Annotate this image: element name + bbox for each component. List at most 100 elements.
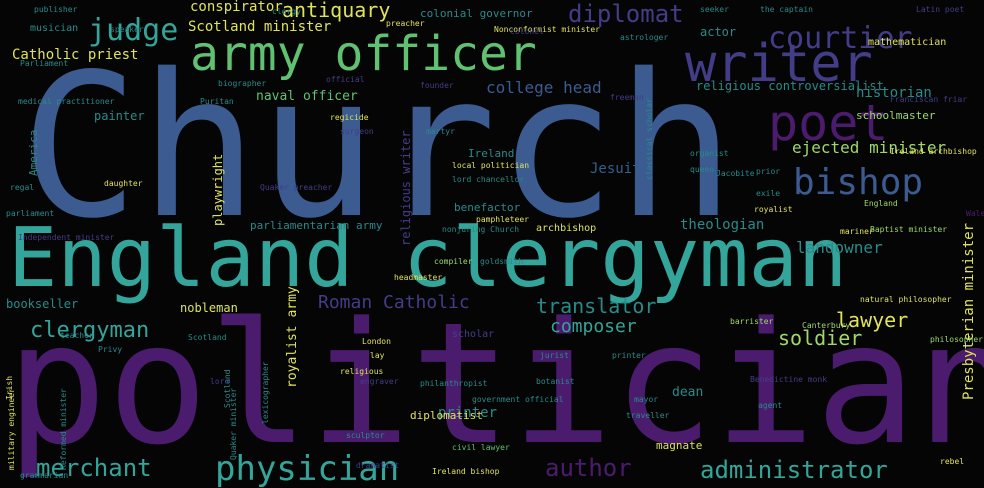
word: printer <box>438 405 498 421</box>
word: Wales <box>966 209 984 218</box>
word: Quaker minister <box>229 387 238 460</box>
word: schoolmaster <box>856 109 936 122</box>
word: dramatist <box>356 461 400 470</box>
word: goldsmith <box>480 257 524 266</box>
word: rebel <box>940 457 965 466</box>
word: lord chancellor <box>452 175 525 184</box>
word: Parliament <box>20 59 69 68</box>
word: publisher <box>34 5 78 14</box>
word: the captain <box>760 5 813 14</box>
word: lawyer <box>836 308 909 332</box>
word: poet <box>768 94 889 152</box>
word: surgeon <box>340 127 374 136</box>
word: Puritan <box>200 97 234 106</box>
word: parliament <box>6 209 55 218</box>
word: England <box>864 199 898 208</box>
word: mariner <box>840 227 874 236</box>
word: lay <box>370 351 385 360</box>
word: religious writer <box>399 130 413 246</box>
word: diplomat <box>568 0 684 28</box>
word: mathematician <box>868 37 947 48</box>
word: judge <box>88 13 179 48</box>
word: royalist <box>754 205 793 214</box>
word: landowner <box>796 238 883 257</box>
word: Presbyterian minister <box>961 222 977 400</box>
word: diplomatist <box>410 409 483 422</box>
word: medical practitioner <box>18 97 115 106</box>
word: royalist army <box>285 286 300 388</box>
word: printer <box>612 351 646 360</box>
word: merchant <box>36 454 152 482</box>
word: musician <box>30 23 79 34</box>
word: London <box>362 337 391 346</box>
word: theologian <box>680 217 765 233</box>
word: astrologer <box>620 33 669 42</box>
word: magnate <box>656 439 703 452</box>
word: Benedictine monk <box>750 375 828 384</box>
word: teacher <box>60 331 94 340</box>
word: Church <box>20 31 736 262</box>
word: clergy <box>272 7 301 16</box>
word: author <box>545 454 632 482</box>
word: speaker <box>110 25 144 34</box>
word: seeker <box>700 5 729 14</box>
word: grammarian <box>20 471 69 480</box>
word: prior <box>756 167 781 176</box>
word: Irish <box>5 375 14 400</box>
word: freeman <box>610 93 644 102</box>
word: England clergyman <box>8 211 848 306</box>
word: historian <box>856 85 932 101</box>
word: martyr <box>426 127 455 136</box>
word: soldier <box>778 326 863 350</box>
word: Baptist minister <box>870 225 948 234</box>
word: scholar <box>452 329 495 340</box>
word: Latin poet <box>916 5 965 14</box>
word: agent <box>758 401 783 410</box>
word: writer <box>685 34 873 94</box>
word: queen <box>690 165 715 174</box>
word: philanthropist <box>420 379 488 388</box>
word: lord <box>210 377 230 386</box>
word: organist <box>690 149 729 158</box>
word: Quaker preacher <box>260 183 333 192</box>
word: nobleman <box>180 301 238 315</box>
word: actor <box>700 25 737 39</box>
word: classical scholar <box>645 98 654 180</box>
word: civil lawyer <box>452 443 510 452</box>
word: ejected minister <box>792 138 947 157</box>
word: Scotland minister <box>188 19 332 35</box>
word: parliamentarian army <box>250 219 383 232</box>
word: composer <box>550 316 637 337</box>
word: courtier <box>768 21 913 56</box>
word: Reformed minister <box>59 388 68 470</box>
word: Independent minister <box>18 233 115 242</box>
word: Jacobite <box>716 169 755 178</box>
word: college head <box>486 78 602 97</box>
word: colonel <box>510 27 544 36</box>
word: exile <box>756 189 781 198</box>
word: archbishop <box>536 223 597 234</box>
word: regal <box>10 183 35 192</box>
word: Jesuit <box>590 161 641 177</box>
word: administrator <box>700 456 888 484</box>
word: America <box>27 129 40 176</box>
word: engraver <box>360 377 399 386</box>
word: government official <box>472 395 564 404</box>
word: conspirator <box>190 0 283 15</box>
word: biographer <box>218 79 267 88</box>
word: natural philosopher <box>860 295 952 304</box>
word: local politician <box>452 161 530 170</box>
word: painter <box>94 109 145 123</box>
word: Franciscan friar <box>890 95 968 104</box>
word: antiquary <box>282 0 391 22</box>
word: nonjuring Church <box>442 225 520 234</box>
word: Privy <box>98 345 123 354</box>
word: religious <box>340 367 384 376</box>
word: army officer <box>190 26 537 82</box>
word: dean <box>672 385 704 400</box>
word: lexicographer <box>261 361 270 424</box>
word: compiler <box>434 257 473 266</box>
word: clergyman <box>30 318 150 343</box>
word: sculptor <box>346 431 385 440</box>
